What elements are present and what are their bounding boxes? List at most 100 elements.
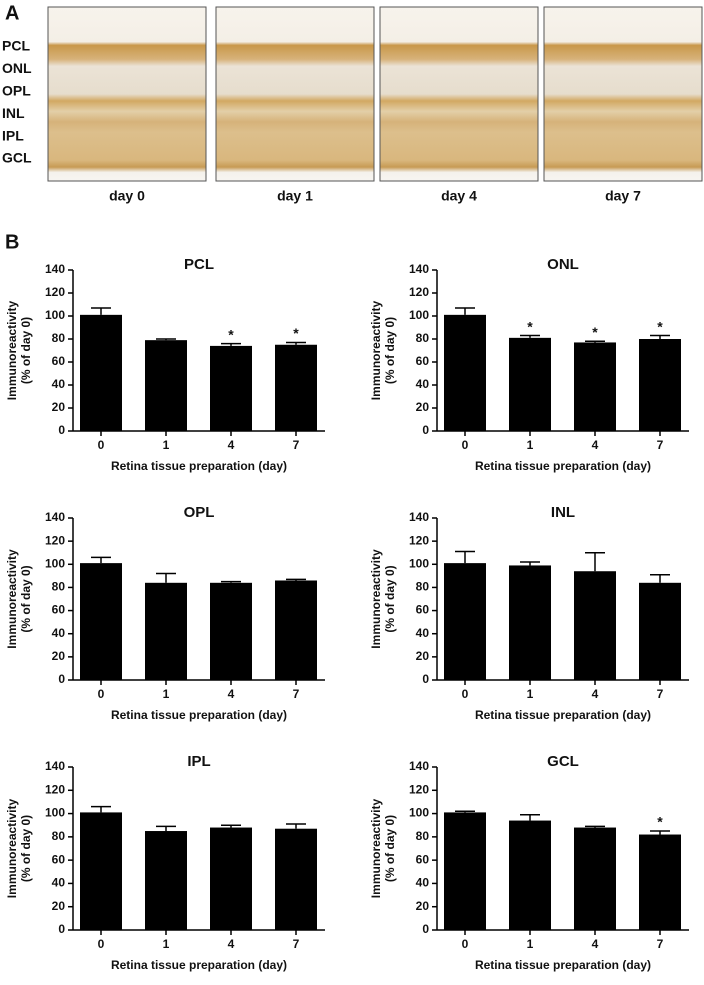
y-axis-label: Immunoreactivity	[369, 300, 383, 400]
y-tick-label: 60	[52, 354, 66, 368]
bar	[210, 345, 252, 431]
x-tick-label: 1	[163, 937, 170, 951]
bar	[509, 820, 551, 930]
significance-mark: *	[527, 318, 533, 334]
image-label: day 7	[605, 188, 641, 204]
x-tick-label: 4	[592, 687, 599, 701]
y-tick-label: 0	[58, 672, 65, 686]
x-axis-label: Retina tissue preparation (day)	[111, 708, 287, 722]
x-tick-label: 7	[657, 937, 664, 951]
chart-title: INL	[551, 504, 575, 521]
bar	[444, 812, 486, 930]
bar	[210, 827, 252, 930]
image-label: day 0	[109, 188, 145, 204]
x-tick-label: 1	[163, 687, 170, 701]
micrograph	[47, 6, 207, 182]
bar	[80, 314, 122, 431]
bar	[275, 344, 317, 431]
chart-title: OPL	[184, 504, 215, 521]
y-tick-label: 120	[45, 533, 65, 547]
y-tick-label: 0	[58, 922, 65, 936]
image-label: day 1	[277, 188, 313, 204]
bar	[574, 342, 616, 431]
image-label: day 4	[441, 188, 477, 204]
y-tick-label: 100	[409, 806, 429, 820]
bar	[639, 339, 681, 431]
significance-mark: *	[293, 325, 299, 341]
y-axis-label: (% of day 0)	[383, 317, 397, 384]
bar	[509, 337, 551, 431]
chart-title: ONL	[547, 256, 579, 273]
y-axis-label: Immunoreactivity	[5, 549, 19, 649]
layer-label: GCL	[2, 150, 32, 166]
y-tick-label: 80	[52, 580, 66, 594]
y-axis-label: Immunoreactivity	[5, 798, 19, 898]
y-tick-label: 20	[52, 649, 66, 663]
bar	[574, 827, 616, 930]
x-tick-label: 1	[527, 687, 534, 701]
bar	[509, 565, 551, 680]
x-axis-label: Retina tissue preparation (day)	[111, 459, 287, 473]
x-tick-label: 0	[462, 438, 469, 452]
x-tick-label: 0	[462, 937, 469, 951]
x-tick-label: 4	[228, 438, 235, 452]
y-axis-label: Immunoreactivity	[369, 549, 383, 649]
bar	[574, 571, 616, 680]
y-tick-label: 80	[416, 829, 430, 843]
x-tick-label: 4	[592, 438, 599, 452]
y-tick-label: 80	[416, 331, 430, 345]
x-tick-label: 0	[98, 438, 105, 452]
y-tick-label: 40	[52, 626, 66, 640]
y-tick-label: 60	[416, 354, 430, 368]
y-tick-label: 120	[409, 533, 429, 547]
x-tick-label: 4	[228, 937, 235, 951]
significance-mark: *	[657, 318, 663, 334]
bar	[80, 563, 122, 680]
layer-label: ONL	[2, 60, 32, 76]
layer-label: IPL	[2, 127, 24, 143]
y-tick-label: 40	[52, 377, 66, 391]
y-tick-label: 100	[45, 806, 65, 820]
y-tick-label: 80	[52, 829, 66, 843]
bar	[444, 314, 486, 431]
y-tick-label: 120	[409, 285, 429, 299]
layer-label: OPL	[2, 83, 31, 99]
y-axis-label: (% of day 0)	[383, 565, 397, 632]
y-axis-label: Immunoreactivity	[369, 798, 383, 898]
y-axis-label: (% of day 0)	[19, 565, 33, 632]
layer-label: PCL	[2, 38, 30, 54]
y-tick-label: 0	[422, 423, 429, 437]
bar	[639, 834, 681, 930]
bar	[639, 582, 681, 680]
x-tick-label: 0	[98, 937, 105, 951]
y-tick-label: 40	[416, 377, 430, 391]
y-tick-label: 60	[52, 603, 66, 617]
bar	[145, 831, 187, 930]
y-tick-label: 20	[416, 899, 430, 913]
y-tick-label: 100	[45, 308, 65, 322]
y-tick-label: 120	[409, 782, 429, 796]
y-tick-label: 80	[52, 331, 66, 345]
y-axis-label: (% of day 0)	[383, 815, 397, 882]
x-tick-label: 4	[592, 937, 599, 951]
y-tick-label: 20	[416, 649, 430, 663]
bar	[444, 563, 486, 680]
x-tick-label: 1	[163, 438, 170, 452]
y-tick-label: 20	[52, 400, 66, 414]
y-tick-label: 40	[52, 876, 66, 890]
y-tick-label: 60	[52, 852, 66, 866]
x-axis-label: Retina tissue preparation (day)	[475, 958, 651, 972]
y-tick-label: 100	[409, 556, 429, 570]
layer-label: INL	[2, 105, 25, 121]
bar	[145, 340, 187, 431]
y-axis-label: (% of day 0)	[19, 815, 33, 882]
bar	[210, 582, 252, 680]
y-tick-label: 40	[416, 876, 430, 890]
y-axis-label: Immunoreactivity	[5, 300, 19, 400]
x-tick-label: 7	[293, 937, 300, 951]
y-tick-label: 100	[45, 556, 65, 570]
micrograph	[543, 6, 703, 182]
y-tick-label: 0	[422, 922, 429, 936]
significance-mark: *	[657, 814, 663, 830]
